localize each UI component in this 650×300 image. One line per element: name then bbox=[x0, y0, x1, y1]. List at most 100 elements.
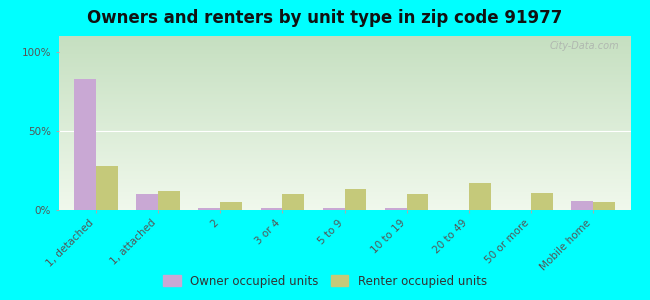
Bar bbox=[58, 87, 630, 88]
Bar bbox=[58, 61, 630, 62]
Bar bbox=[58, 97, 630, 98]
Bar bbox=[58, 117, 630, 118]
Bar bbox=[58, 205, 630, 206]
Bar bbox=[58, 155, 630, 156]
Bar bbox=[58, 206, 630, 207]
Bar bbox=[58, 156, 630, 157]
Bar bbox=[58, 162, 630, 163]
Bar bbox=[58, 118, 630, 119]
Bar bbox=[58, 133, 630, 134]
Bar bbox=[58, 99, 630, 100]
Bar bbox=[58, 58, 630, 59]
Bar bbox=[58, 103, 630, 104]
Bar bbox=[58, 83, 630, 84]
Bar bbox=[58, 128, 630, 129]
Bar bbox=[58, 63, 630, 64]
Bar bbox=[58, 141, 630, 142]
Bar bbox=[58, 195, 630, 196]
Bar bbox=[58, 49, 630, 50]
Bar bbox=[58, 111, 630, 112]
Bar bbox=[58, 190, 630, 191]
Bar bbox=[58, 43, 630, 44]
Bar bbox=[58, 189, 630, 190]
Bar bbox=[58, 127, 630, 128]
Bar bbox=[58, 158, 630, 159]
Bar bbox=[58, 168, 630, 169]
Bar bbox=[58, 146, 630, 147]
Bar bbox=[469, 183, 491, 210]
Bar bbox=[531, 193, 552, 210]
Bar bbox=[58, 44, 630, 45]
Bar bbox=[58, 181, 630, 182]
Bar bbox=[58, 36, 630, 37]
Bar bbox=[58, 160, 630, 161]
Bar bbox=[58, 186, 630, 187]
Bar bbox=[58, 172, 630, 173]
Bar bbox=[58, 194, 630, 195]
Bar bbox=[58, 57, 630, 58]
Bar bbox=[58, 180, 630, 181]
Bar bbox=[385, 208, 407, 210]
Bar bbox=[58, 88, 630, 89]
Bar bbox=[58, 130, 630, 131]
Bar bbox=[58, 145, 630, 146]
Bar bbox=[96, 166, 118, 210]
Bar bbox=[58, 55, 630, 56]
Bar bbox=[58, 196, 630, 197]
Bar bbox=[58, 149, 630, 150]
Bar bbox=[58, 115, 630, 116]
Bar bbox=[58, 42, 630, 43]
Bar bbox=[58, 131, 630, 132]
Bar bbox=[58, 164, 630, 165]
Bar bbox=[58, 182, 630, 183]
Bar bbox=[198, 208, 220, 210]
Bar bbox=[58, 179, 630, 180]
Bar bbox=[58, 114, 630, 115]
Bar bbox=[58, 41, 630, 42]
Bar bbox=[571, 200, 593, 210]
Bar bbox=[58, 132, 630, 133]
Bar bbox=[58, 142, 630, 143]
Bar bbox=[58, 201, 630, 202]
Bar bbox=[58, 102, 630, 103]
Bar bbox=[58, 98, 630, 99]
Bar bbox=[58, 113, 630, 114]
Bar bbox=[58, 73, 630, 74]
Bar bbox=[58, 89, 630, 90]
Bar bbox=[58, 148, 630, 149]
Bar bbox=[58, 202, 630, 203]
Bar bbox=[58, 74, 630, 75]
Bar bbox=[58, 193, 630, 194]
Bar bbox=[58, 197, 630, 198]
Bar bbox=[58, 81, 630, 82]
Bar bbox=[136, 194, 158, 210]
Bar bbox=[58, 77, 630, 78]
Bar bbox=[58, 82, 630, 83]
Bar bbox=[58, 100, 630, 101]
Bar bbox=[58, 204, 630, 205]
Bar bbox=[58, 53, 630, 54]
Bar bbox=[58, 106, 630, 107]
Bar bbox=[593, 202, 615, 210]
Bar bbox=[58, 139, 630, 140]
Bar bbox=[58, 40, 630, 41]
Bar bbox=[58, 59, 630, 60]
Bar bbox=[58, 208, 630, 209]
Bar bbox=[407, 194, 428, 210]
Bar bbox=[58, 147, 630, 148]
Bar bbox=[58, 51, 630, 52]
Bar bbox=[58, 171, 630, 172]
Bar bbox=[58, 45, 630, 46]
Bar bbox=[58, 167, 630, 168]
Bar bbox=[58, 84, 630, 85]
Bar bbox=[58, 101, 630, 102]
Bar bbox=[58, 66, 630, 67]
Bar bbox=[58, 60, 630, 61]
Legend: Owner occupied units, Renter occupied units: Owner occupied units, Renter occupied un… bbox=[160, 271, 490, 291]
Bar bbox=[58, 46, 630, 47]
Bar bbox=[74, 79, 96, 210]
Bar bbox=[58, 79, 630, 80]
Bar bbox=[58, 163, 630, 164]
Bar bbox=[58, 120, 630, 121]
Bar bbox=[58, 184, 630, 185]
